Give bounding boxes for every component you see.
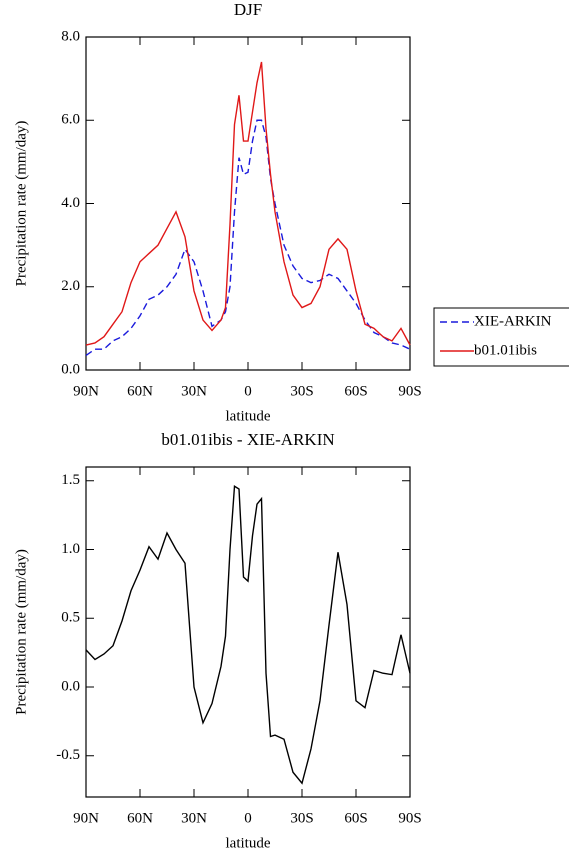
chart-title: DJF [234, 0, 262, 19]
y-tick-label: 6.0 [61, 112, 80, 128]
x-tick-label: 0 [244, 810, 252, 826]
x-tick-label: 0 [244, 383, 252, 399]
x-axis-label: latitude [226, 408, 271, 424]
x-tick-label: 60S [344, 383, 367, 399]
x-tick-label: 60S [344, 810, 367, 826]
plot-frame [85, 466, 411, 798]
x-tick-label: 90N [73, 383, 99, 399]
x-tick-label: 30N [181, 810, 207, 826]
x-tick-label: 90S [398, 810, 421, 826]
x-tick-label: 60N [127, 383, 153, 399]
y-tick-label: 2.0 [61, 278, 80, 294]
data-line [85, 485, 411, 785]
x-tick-label: 30S [290, 383, 313, 399]
y-tick-label: -0.5 [56, 747, 80, 763]
y-tick-label: 8.0 [61, 28, 80, 44]
x-axis-label: latitude [226, 835, 271, 851]
data-line [85, 61, 411, 346]
y-axis-label: Precipitation rate (mm/day) [13, 549, 29, 715]
x-tick-label: 30S [290, 810, 313, 826]
legend-label: b01.01ibis [474, 342, 537, 358]
y-tick-label: 0.0 [61, 361, 80, 377]
chart-title: b01.01ibis - XIE-ARKIN [161, 430, 334, 449]
y-tick-label: 4.0 [61, 195, 80, 211]
x-tick-label: 90S [398, 383, 421, 399]
plot-frame [85, 36, 411, 371]
y-tick-label: 0.5 [61, 610, 80, 626]
legend-frame [433, 307, 569, 367]
x-tick-label: 30N [181, 383, 207, 399]
y-tick-label: 1.0 [61, 541, 80, 557]
y-axis-label: Precipitation rate (mm/day) [13, 121, 29, 287]
y-tick-label: 0.0 [61, 678, 80, 694]
x-tick-label: 60N [127, 810, 153, 826]
x-tick-label: 90N [73, 810, 99, 826]
legend-label: XIE-ARKIN [474, 313, 552, 329]
data-line [85, 119, 411, 357]
y-tick-label: 1.5 [61, 472, 80, 488]
